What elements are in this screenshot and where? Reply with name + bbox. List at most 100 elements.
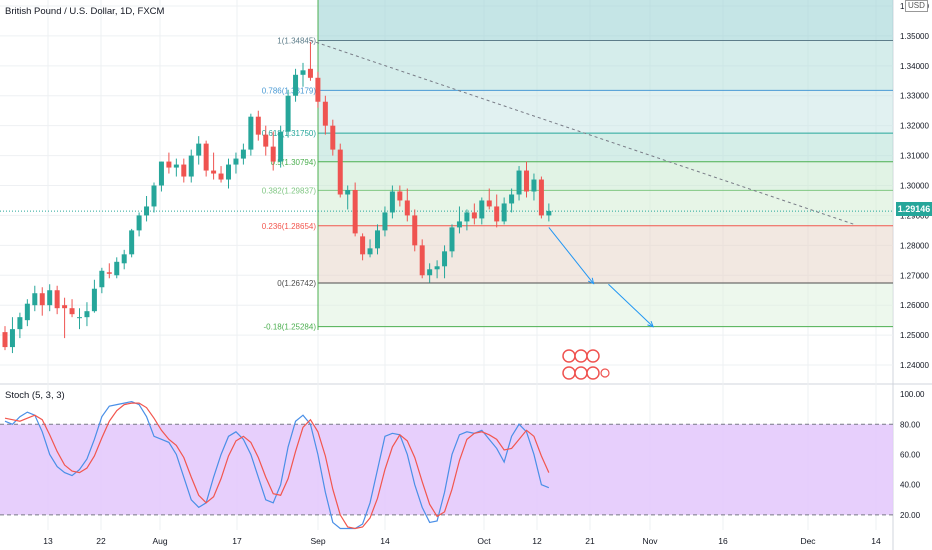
fib-zone xyxy=(318,90,893,134)
candle xyxy=(322,95,328,135)
candle-body xyxy=(158,161,164,186)
current-price-tag: 1.29146 xyxy=(896,202,932,216)
candle-body xyxy=(166,161,172,168)
candle-body xyxy=(375,230,380,249)
fib-level-label: 0.236(1.28654) xyxy=(262,222,317,231)
candle xyxy=(531,173,537,201)
stoch-tick-label: 40.00 xyxy=(900,481,921,490)
candle xyxy=(270,131,276,171)
time-tick-label: Dec xyxy=(800,536,816,546)
time-tick-label: 22 xyxy=(96,536,106,546)
candle-body xyxy=(173,164,179,168)
candle xyxy=(516,166,522,201)
candle-body xyxy=(434,266,440,270)
candle xyxy=(203,140,209,177)
candle xyxy=(412,209,418,252)
candle-body xyxy=(47,290,53,306)
economic-events-icon[interactable] xyxy=(560,348,610,382)
candle-body xyxy=(494,206,500,222)
candle-body xyxy=(360,236,366,255)
candle-body xyxy=(397,191,403,201)
candle-body xyxy=(151,185,157,207)
candle-body xyxy=(427,269,433,276)
candle-body xyxy=(114,261,120,276)
candle xyxy=(546,203,552,222)
candle-body xyxy=(24,303,30,321)
candle-body xyxy=(91,288,97,312)
candle xyxy=(196,136,202,165)
candle-body xyxy=(300,70,306,75)
candle-body xyxy=(129,230,135,255)
time-tick-label: Nov xyxy=(642,536,658,546)
candle-body xyxy=(419,245,425,276)
candle xyxy=(114,257,120,279)
candle xyxy=(69,299,75,318)
fib-level-label: 0.382(1.29837) xyxy=(262,186,317,195)
time-tick-label: Sep xyxy=(310,536,325,546)
candle xyxy=(538,176,544,219)
candle-body xyxy=(84,311,90,318)
candle xyxy=(2,326,8,351)
projection-arrow xyxy=(548,227,594,284)
candle xyxy=(211,152,217,180)
fib-level-label: 0.618(1.31750) xyxy=(262,129,317,138)
candle xyxy=(360,233,366,261)
candle xyxy=(382,206,388,237)
candle xyxy=(367,239,373,258)
candle-body xyxy=(54,290,60,309)
price-tick-label: 1.28000 xyxy=(900,241,929,250)
candle xyxy=(226,158,231,189)
symbol-title: British Pound / U.S. Dollar, 1D, FXCM xyxy=(5,6,165,17)
candle xyxy=(375,224,380,255)
candle-body xyxy=(293,74,299,96)
candle-body xyxy=(32,293,38,306)
candle-body xyxy=(501,203,507,222)
candle-body xyxy=(255,116,261,135)
time-tick-label: Aug xyxy=(152,536,167,546)
time-tick-label: 14 xyxy=(871,536,881,546)
time-tick-label: 17 xyxy=(232,536,242,546)
candle-body xyxy=(524,170,529,192)
candle xyxy=(9,317,15,354)
candle xyxy=(255,110,261,141)
fib-zone xyxy=(318,161,893,191)
candle xyxy=(464,209,470,231)
candle-body xyxy=(471,212,477,219)
candle xyxy=(278,125,284,168)
candle-body xyxy=(442,251,448,267)
candle xyxy=(99,267,105,294)
candle-body xyxy=(211,170,217,174)
currency-unit-label[interactable]: USD xyxy=(905,0,928,12)
candle-body xyxy=(367,248,373,255)
candle xyxy=(84,302,90,327)
fib-zone xyxy=(318,40,893,91)
candle-body xyxy=(196,143,202,156)
candle xyxy=(293,68,299,102)
candle-body xyxy=(77,317,82,319)
candle xyxy=(263,125,269,156)
candle-body xyxy=(352,190,358,234)
candle-body xyxy=(248,116,254,150)
stoch-title: Stoch (5, 3, 3) xyxy=(5,390,65,401)
price-tick-label: 1.34000 xyxy=(900,62,929,71)
candle-body xyxy=(226,164,231,180)
stoch-d-line xyxy=(4,402,550,530)
stoch-tick-label: 100.00 xyxy=(900,390,925,399)
candle-body xyxy=(106,272,112,274)
candle xyxy=(136,212,142,237)
candle xyxy=(486,188,492,210)
fib-zone xyxy=(318,133,893,162)
candle xyxy=(404,188,410,222)
candle-body xyxy=(203,143,209,171)
fib-level-label: 0.5(1.30794) xyxy=(271,158,317,167)
candle-body xyxy=(144,206,150,216)
candle-body xyxy=(278,131,284,162)
stoch-tick-label: 20.00 xyxy=(900,511,921,520)
candle xyxy=(337,143,343,198)
candle xyxy=(307,41,313,81)
candle-body xyxy=(330,125,336,150)
candle xyxy=(47,284,53,312)
candle-body xyxy=(486,200,492,207)
